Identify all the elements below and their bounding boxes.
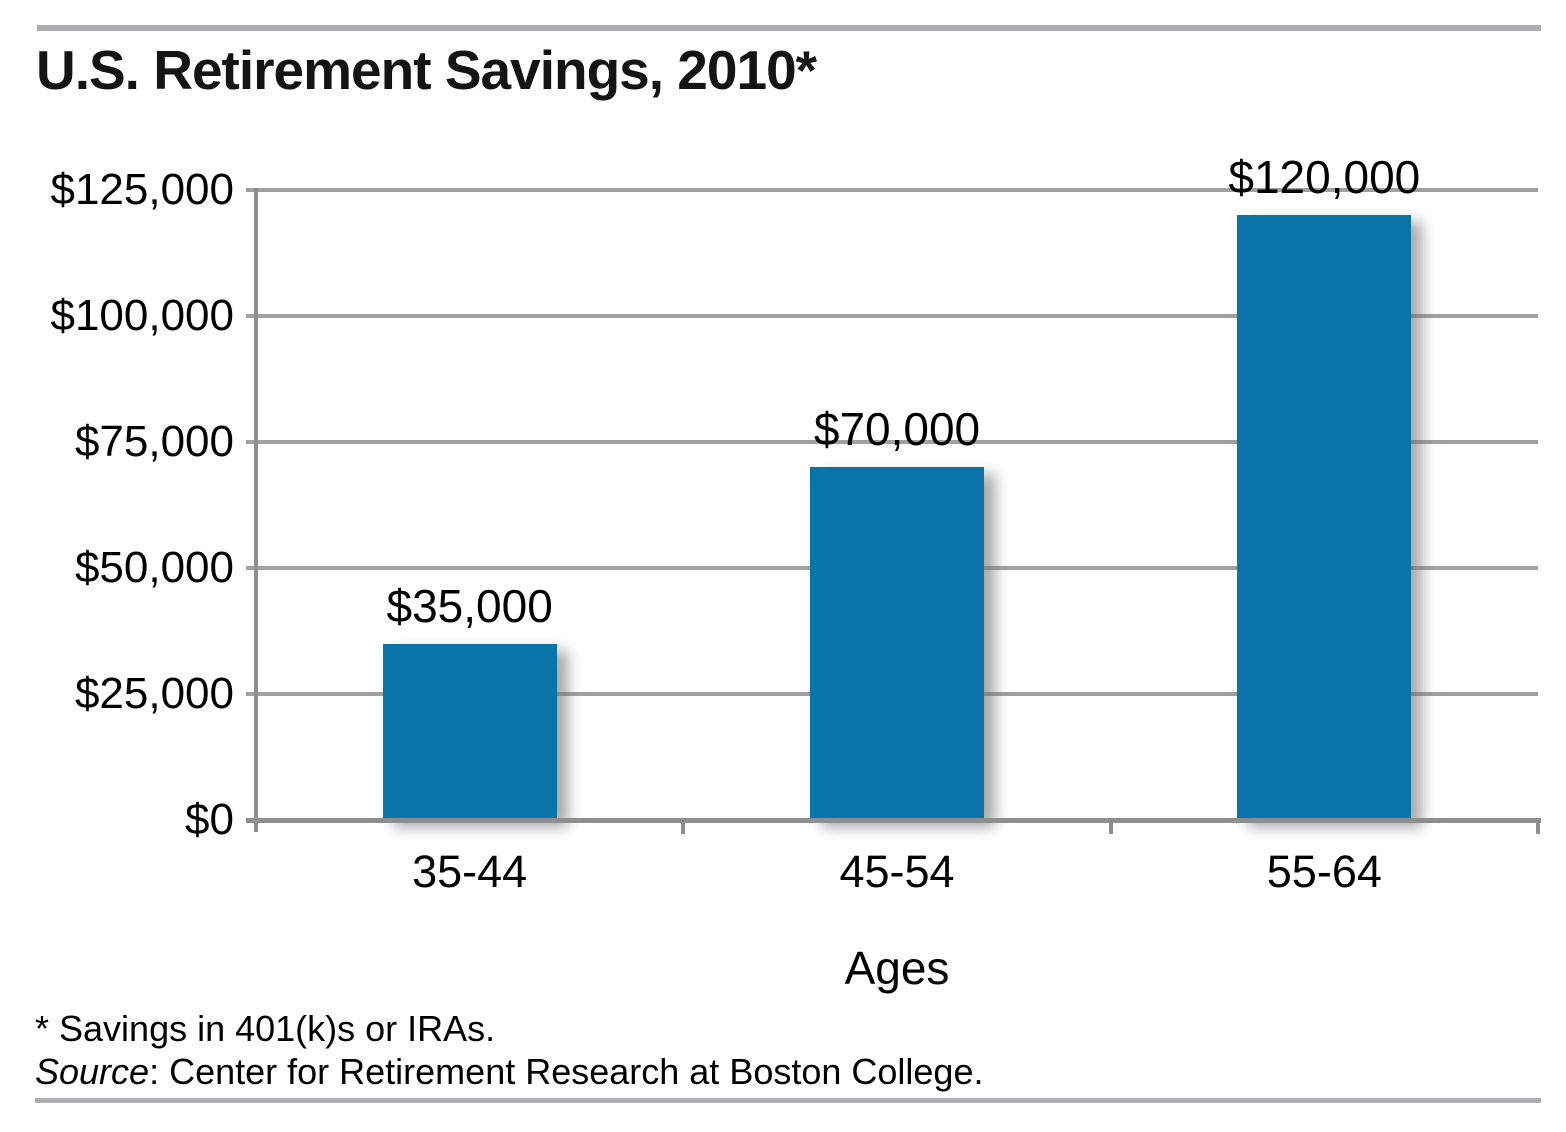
top-divider-rule bbox=[37, 25, 1541, 31]
x-axis-tick bbox=[1108, 820, 1113, 834]
gridline bbox=[246, 440, 1538, 444]
x-axis-category-label: 45-54 bbox=[839, 846, 955, 897]
gridline bbox=[246, 314, 1538, 318]
chart-footnote: * Savings in 401(k)s or IRAs. bbox=[35, 1008, 496, 1049]
y-axis-tick-label: $50,000 bbox=[74, 543, 234, 592]
chart-title: U.S. Retirement Savings, 2010* bbox=[36, 39, 817, 101]
bar-value-label: $70,000 bbox=[813, 403, 981, 455]
x-axis-category-label: 35-44 bbox=[412, 846, 528, 897]
bar bbox=[1237, 215, 1412, 820]
source-line: Source: Center for Retirement Research a… bbox=[35, 1049, 1485, 1095]
y-axis-tick-label: $75,000 bbox=[74, 417, 234, 466]
y-axis-line bbox=[254, 188, 258, 832]
bar bbox=[382, 644, 557, 820]
bar-value-label: $120,000 bbox=[1228, 151, 1421, 203]
gridline bbox=[246, 188, 1538, 192]
y-axis-tick-label: $125,000 bbox=[50, 165, 234, 214]
x-axis-title: Ages bbox=[844, 942, 950, 994]
source-label: Source bbox=[35, 1051, 150, 1092]
bar-value-label: $35,000 bbox=[386, 580, 553, 632]
x-axis-tick bbox=[681, 820, 686, 834]
x-axis-category-label: 55-64 bbox=[1266, 846, 1382, 897]
y-axis-tick-label: $0 bbox=[185, 795, 234, 844]
y-axis-tick-label: $25,000 bbox=[74, 669, 234, 718]
y-axis-tick-label: $100,000 bbox=[50, 291, 234, 340]
x-axis-line bbox=[246, 818, 1541, 823]
source-text: : Center for Retirement Research at Bost… bbox=[149, 1051, 984, 1092]
x-axis-tick bbox=[1536, 820, 1540, 834]
bottom-divider-rule bbox=[35, 1098, 1541, 1103]
bar bbox=[810, 467, 984, 820]
